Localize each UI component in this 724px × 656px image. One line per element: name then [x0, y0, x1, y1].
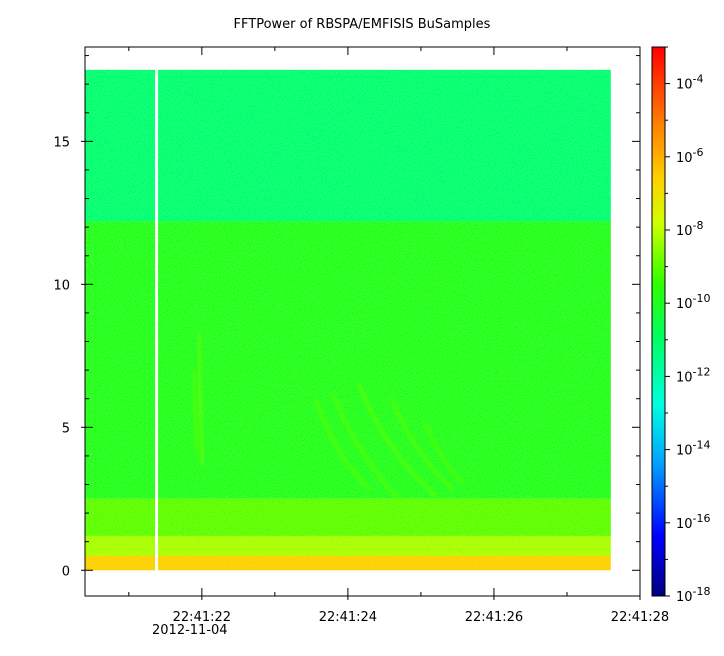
data-gap [155, 69, 159, 571]
colorbar: 10-4 10-6 10-8 10-10 10-12 10-14 10-16 10-18 [651, 46, 711, 605]
colorbar-tick-label: 10-4 [676, 73, 704, 93]
chorus-element-4 [357, 383, 437, 498]
y-tick-label: 15 [53, 135, 70, 150]
colorbar-tick-label: 10-10 [676, 292, 711, 312]
chart-title: FFTPower of RBSPA/EMFISIS BuSamples [233, 17, 491, 32]
chorus-element-2 [313, 398, 371, 492]
chorus-element-3 [331, 392, 404, 503]
x-tick-label: 22:41:24 [319, 610, 377, 625]
colorbar-gradient [651, 46, 666, 597]
y-axis: 0 5 10 15 [53, 55, 640, 579]
x-tick-label: 22:41:22 [173, 610, 231, 625]
plot-area [84, 46, 641, 597]
x-axis: 22:41:22 22:41:24 22:41:26 22:41:28 [128, 47, 669, 625]
spectrogram-image [85, 69, 611, 571]
colorbar-tick-label: 10-18 [676, 585, 711, 605]
colorbar-tick-label: 10-8 [676, 219, 704, 239]
colorbar-tick-label: 10-12 [676, 365, 711, 385]
x-date-label: 2012-11-04 [152, 623, 228, 638]
chorus-element-5 [390, 398, 455, 492]
chorus-element-0 [196, 332, 205, 465]
spectrogram-noise-dark [85, 69, 611, 571]
plot-frame [84, 46, 641, 597]
x-tick-label: 22:41:26 [465, 610, 523, 625]
colorbar-tick-label: 10-6 [676, 146, 704, 166]
chorus-element-6 [423, 421, 466, 486]
colorbar-tick-label: 10-16 [676, 512, 711, 532]
chorus-element-1 [191, 370, 200, 457]
colorbar-tick-label: 10-14 [676, 439, 711, 459]
y-tick-label: 10 [53, 278, 70, 293]
x-tick-label: 22:41:28 [611, 610, 669, 625]
y-tick-label: 0 [62, 564, 70, 579]
y-tick-label: 5 [62, 421, 70, 436]
